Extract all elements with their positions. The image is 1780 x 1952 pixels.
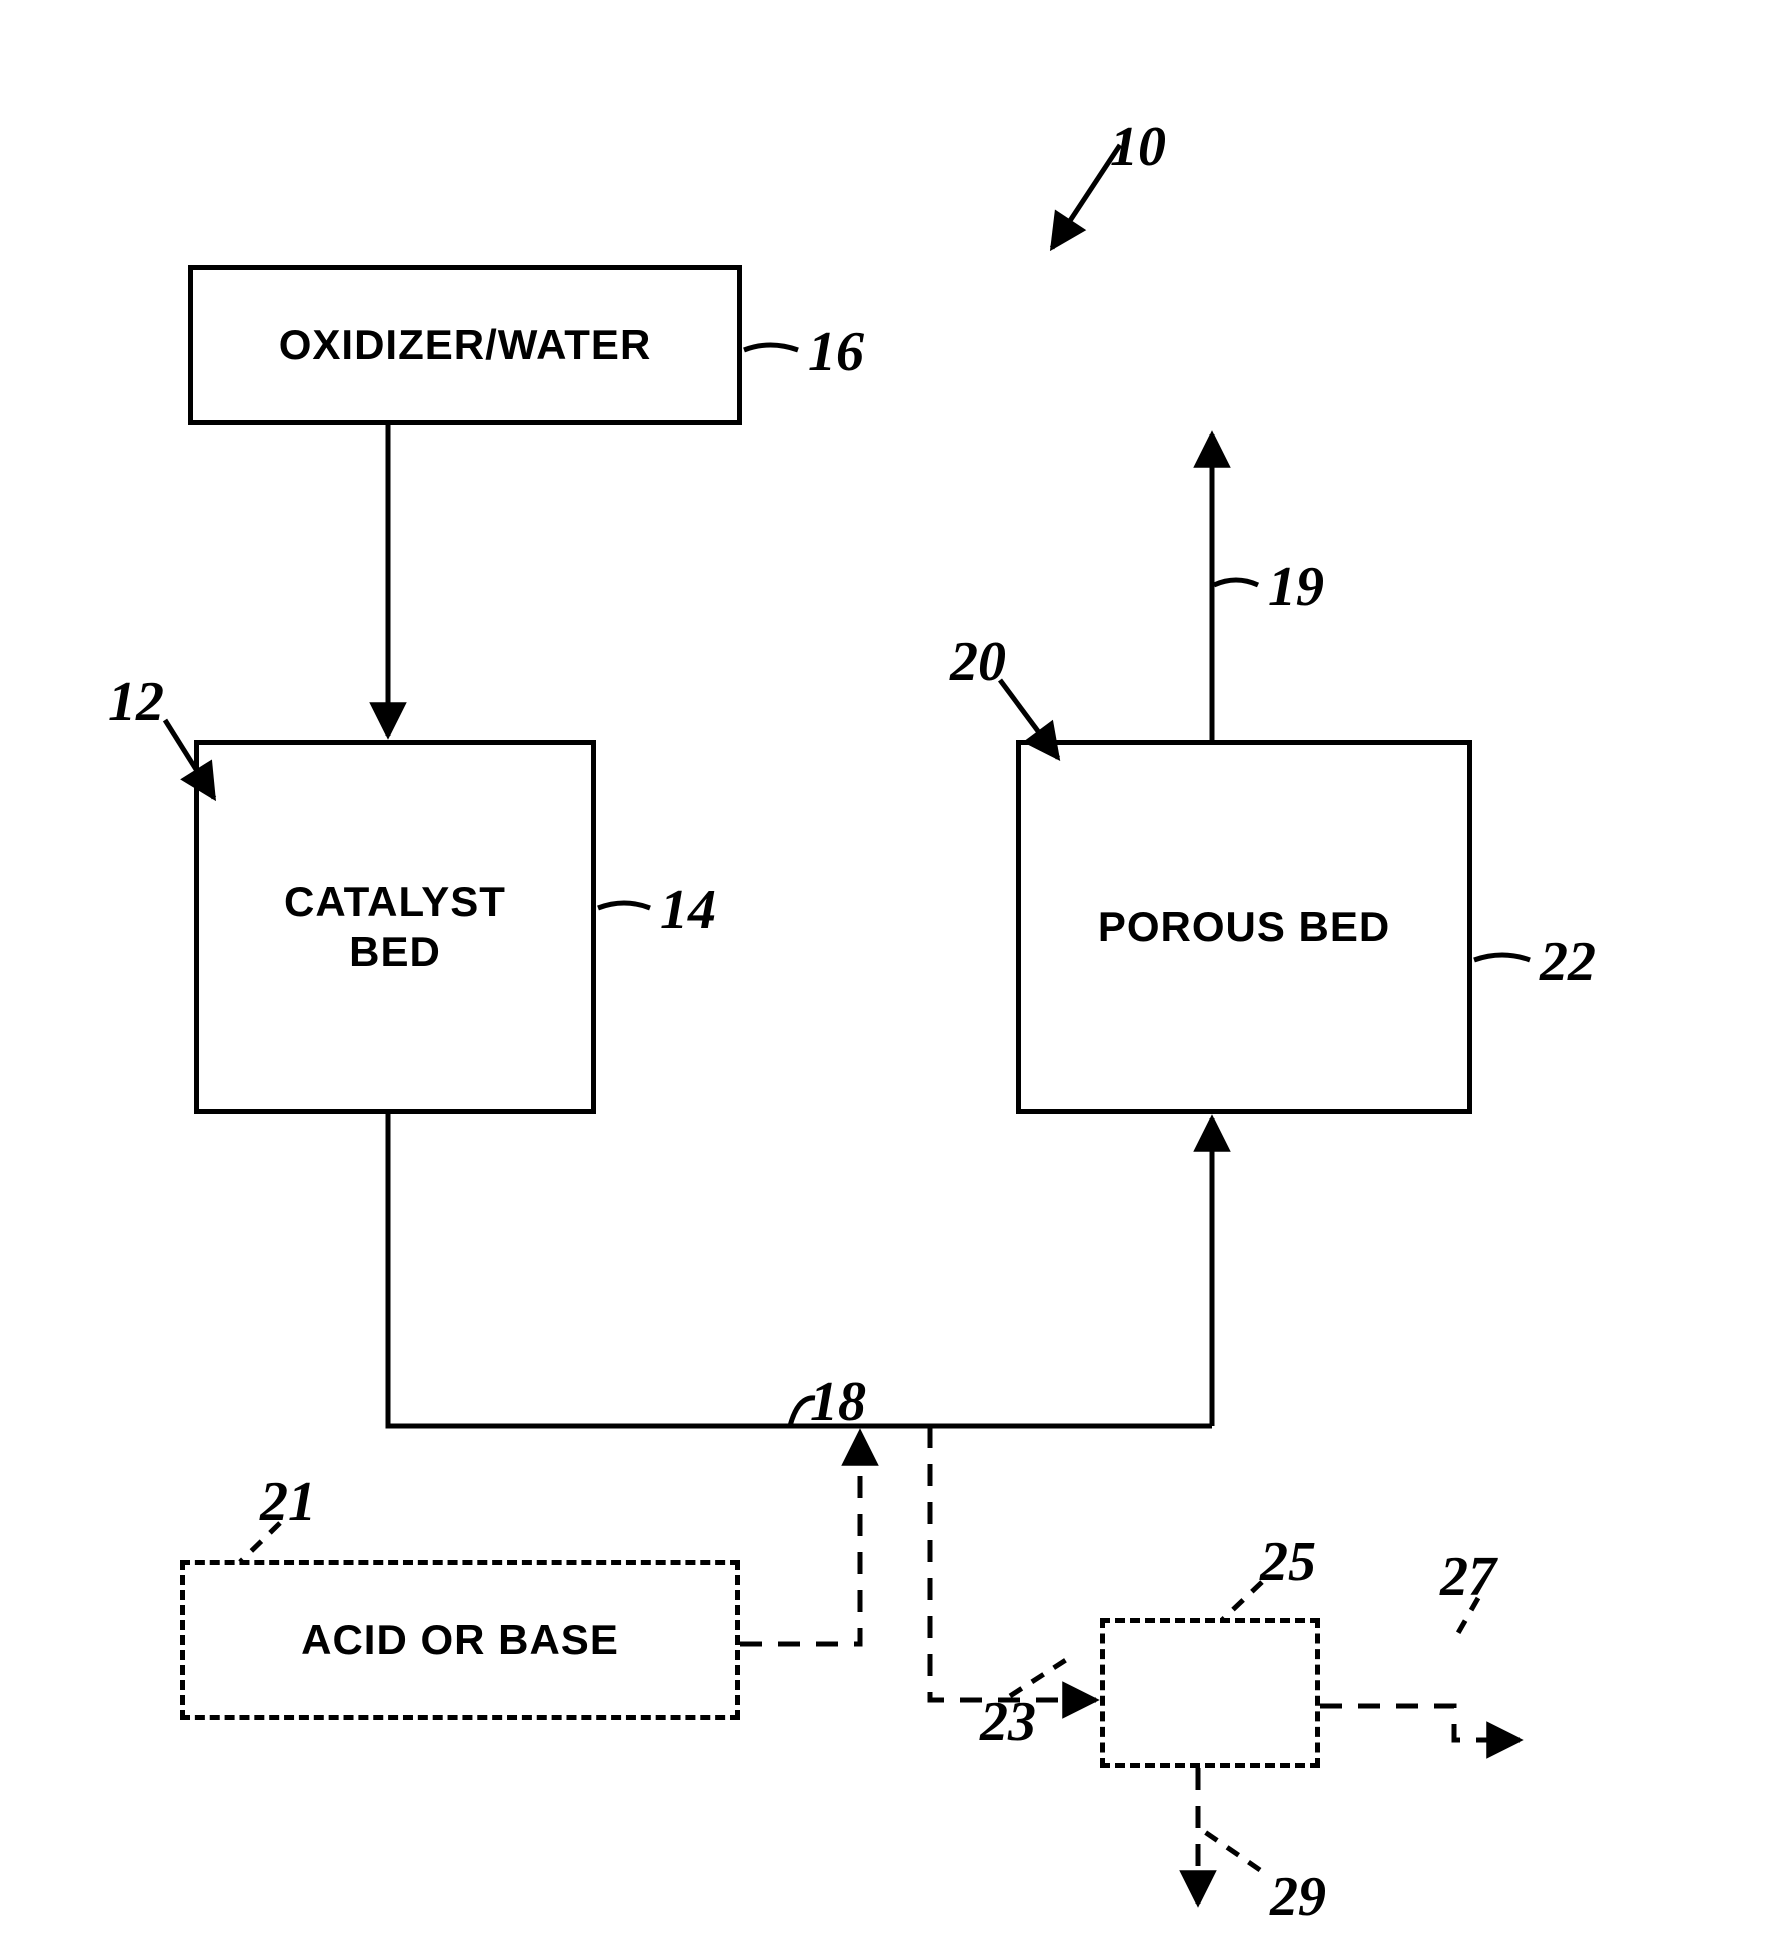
leader-29	[1202, 1830, 1260, 1870]
leader-27	[1454, 1598, 1478, 1640]
leader-14	[598, 903, 650, 908]
leader-18	[790, 1398, 815, 1426]
leader-10	[1052, 145, 1120, 248]
flow-lines	[0, 0, 1780, 1952]
leader-20	[1000, 680, 1058, 758]
leader-12	[165, 720, 214, 798]
line-acidbase-to-18	[740, 1432, 860, 1644]
leader-23	[1010, 1656, 1072, 1696]
line-sep-to-27	[1320, 1706, 1520, 1740]
leader-21	[240, 1523, 280, 1562]
line-stream-18	[388, 1114, 1212, 1426]
leader-25	[1222, 1582, 1262, 1620]
leader-16	[744, 345, 798, 350]
leader-19	[1214, 580, 1258, 585]
leader-22	[1474, 955, 1530, 960]
line-tap-to-sep	[930, 1426, 1096, 1700]
